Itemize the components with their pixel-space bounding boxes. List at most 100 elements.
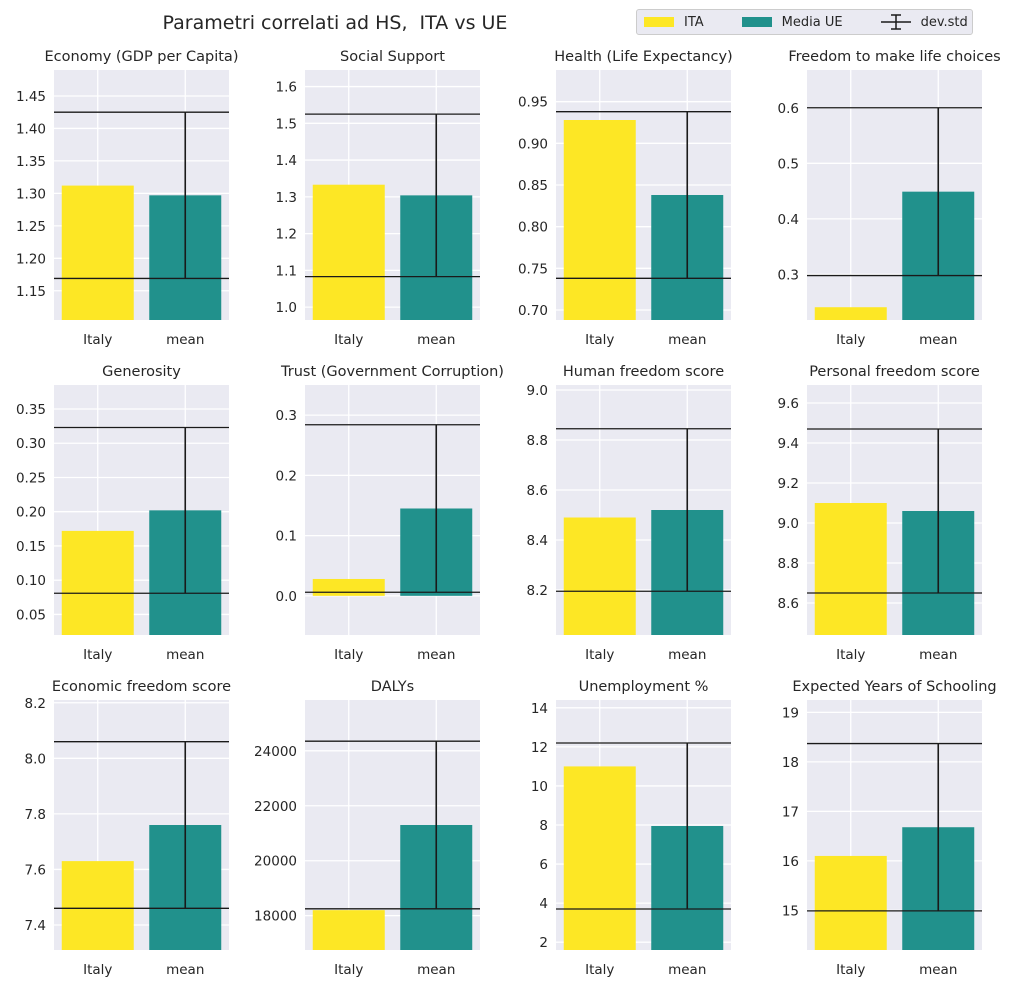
y-tick-label: 8.0 (25, 751, 46, 767)
y-tick-label: 16 (782, 854, 799, 870)
x-tick-label: Italy (83, 647, 112, 663)
subplot-expected-years-of-schooling: 15 16 17 18 19 Italy mean Expected Years of Sch… (782, 679, 997, 978)
y-tick-label: 9.2 (778, 476, 799, 492)
y-tick-label: 8.8 (778, 556, 799, 572)
subplot-dalys: 18000 20000 22000 24000 Italy mean DALYs (254, 679, 480, 978)
legend-label-media-ue: Media UE (781, 14, 843, 30)
plot-content (54, 426, 229, 635)
plot-content (305, 424, 480, 596)
y-tick-label: 4 (539, 896, 548, 912)
subplot-title: Social Support (340, 49, 445, 65)
x-tick-label: Italy (585, 332, 614, 348)
y-tick-label: 1.3 (276, 190, 297, 206)
subplot-health-life-expectancy: 0.70 0.75 0.80 0.85 0.90 0.95 Italy mean Health … (518, 49, 733, 348)
subplot-trust-government-corruption: 0.0 0.1 0.2 0.3 Italy mean Trust (Government C… (276, 364, 504, 663)
x-tick-label: Italy (836, 332, 865, 348)
y-tick-label: 8.4 (527, 533, 548, 549)
legend-swatch-ita (644, 17, 674, 27)
y-tick-label: 1.30 (16, 186, 46, 202)
y-tick-label: 10 (531, 779, 548, 795)
subplot-title: Freedom to make life choices (788, 49, 1000, 65)
subplot-title: Personal freedom score (809, 364, 980, 380)
subplot-title: Human freedom score (563, 364, 724, 380)
y-tick-label: 8.6 (778, 596, 799, 612)
x-tick-label: Italy (585, 647, 614, 663)
y-tick-label: 14 (531, 701, 548, 717)
y-tick-label: 7.8 (25, 807, 46, 823)
subplot-title: Economy (GDP per Capita) (45, 49, 239, 65)
legend-label-devstd: dev.std (920, 14, 968, 30)
x-tick-label: mean (417, 647, 455, 663)
y-tick-label: 6 (539, 857, 548, 873)
x-tick-label: mean (919, 332, 957, 348)
y-tick-label: 8.2 (527, 583, 548, 599)
x-tick-label: mean (166, 332, 204, 348)
y-tick-label: 15 (782, 903, 799, 919)
legend: ITA Media UE dev.std (636, 9, 973, 35)
subplot-title: Trust (Government Corruption) (280, 364, 504, 380)
x-tick-label: Italy (585, 962, 614, 978)
legend-item-media-ue: Media UE (741, 14, 843, 30)
y-tick-label: 8.8 (527, 433, 548, 449)
y-tick-label: 9.6 (778, 396, 799, 412)
y-tick-label: 12 (531, 740, 548, 756)
x-tick-label: mean (668, 962, 706, 978)
y-tick-label: 0.1 (276, 529, 297, 545)
x-tick-label: Italy (334, 647, 363, 663)
subplot-title: Economic freedom score (52, 679, 231, 695)
y-tick-label: 22000 (254, 799, 297, 815)
y-tick-label: 0.20 (16, 505, 46, 521)
legend-swatch-media-ue (741, 17, 772, 27)
bar-italy (61, 185, 134, 320)
y-tick-label: 20000 (254, 854, 297, 870)
plot-content (807, 107, 982, 320)
subplot-generosity: 0.05 0.10 0.15 0.20 0.25 0.30 0.35 Italy mean Gen… (16, 364, 229, 663)
y-tick-label: 1.25 (16, 219, 46, 235)
y-tick-label: 0.85 (518, 178, 548, 194)
x-tick-label: mean (166, 647, 204, 663)
y-tick-label: 18000 (254, 909, 297, 925)
y-tick-label: 0.3 (276, 408, 297, 424)
y-tick-label: 0.5 (778, 156, 799, 172)
x-tick-label: Italy (836, 962, 865, 978)
subplot-personal-freedom-score: 8.6 8.8 9.0 9.2 9.4 9.6 Italy mean Personal free… (778, 364, 982, 663)
subplot-social-support: 1.0 1.1 1.2 1.3 1.4 1.5 1.6 Italy mean Social Sup… (276, 49, 480, 348)
bar-italy (61, 861, 134, 950)
subplot-economy-gdp-per-capita: 1.15 1.20 1.25 1.30 1.35 1.40 1.45 Italy mean Eco… (16, 49, 239, 348)
plot-content (807, 742, 982, 950)
y-tick-label: 1.0 (276, 300, 297, 316)
legend-item-ita: ITA (644, 15, 704, 30)
y-tick-label: 17 (782, 804, 799, 820)
y-tick-label: 0.3 (778, 267, 799, 283)
y-tick-label: 7.6 (25, 862, 46, 878)
y-tick-label: 0.0 (276, 589, 297, 605)
y-tick-label: 9.4 (778, 436, 799, 452)
y-tick-label: 7.4 (25, 918, 46, 934)
x-tick-label: mean (166, 962, 204, 978)
y-tick-label: 0.25 (16, 470, 46, 486)
y-tick-label: 0.10 (16, 573, 46, 589)
bar-italy (312, 184, 385, 320)
y-tick-label: 1.20 (16, 251, 46, 267)
bar-italy (312, 578, 385, 596)
subplot-freedom-to-make-life-choices: 0.3 0.4 0.5 0.6 Italy mean Freedom to make lif… (778, 49, 1001, 348)
x-tick-label: Italy (836, 647, 865, 663)
subplot-human-freedom-score: 8.2 8.4 8.6 8.8 9.0 Italy mean Human freedom sc… (527, 364, 731, 663)
bar-italy (814, 307, 887, 320)
plot-content (556, 742, 731, 950)
subplot-title: Unemployment % (579, 679, 709, 695)
subplot-economic-freedom-score: 7.4 7.6 7.8 8.0 8.2 Italy mean Economic freedom… (25, 679, 232, 978)
y-tick-label: 19 (782, 705, 799, 721)
y-tick-label: 18 (782, 755, 799, 771)
y-tick-label: 1.40 (16, 121, 46, 137)
y-tick-label: 1.45 (16, 89, 46, 105)
subplot-unemployment: 2 4 6 8 10 12 14 Italy mean Unemployment % (531, 679, 731, 978)
bar-italy (312, 910, 385, 950)
subplot-title: DALYs (371, 679, 414, 695)
bar-italy (61, 530, 134, 635)
y-tick-label: 24000 (254, 744, 297, 760)
x-tick-label: mean (417, 332, 455, 348)
y-tick-label: 0.90 (518, 136, 548, 152)
legend-label-ita: ITA (684, 14, 704, 30)
y-tick-label: 2 (539, 935, 548, 951)
